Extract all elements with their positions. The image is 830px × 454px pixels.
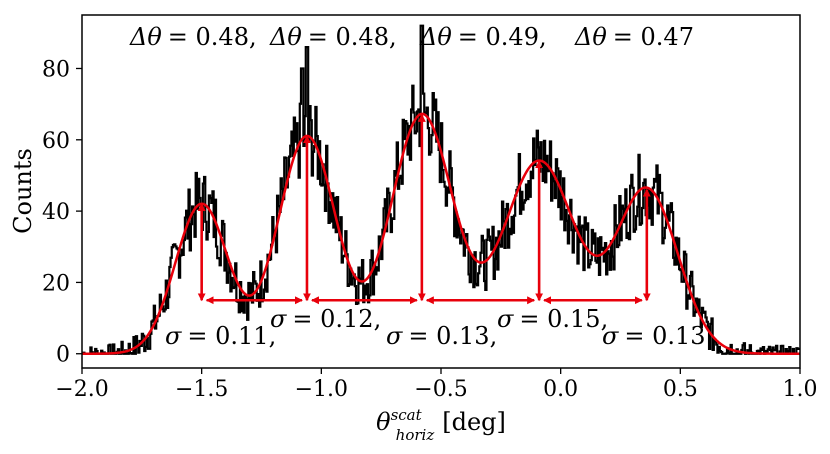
sigma-label-2: σ = 0.12,	[270, 305, 381, 333]
data-layer	[82, 24, 800, 355]
sigma-label-1: σ = 0.11,	[165, 322, 276, 350]
y-tick-label: 80	[42, 57, 70, 82]
y-tick-label: 20	[42, 271, 70, 296]
delta-label-3: Δθ = 0.49,	[419, 23, 547, 51]
y-tick-label: 40	[42, 200, 70, 225]
y-axis-label: Counts	[9, 148, 37, 234]
x-tick-label: −1.0	[295, 377, 348, 402]
y-tick-label: 60	[42, 129, 70, 154]
delta-label-4: Δθ = 0.47	[574, 23, 694, 51]
sigma-label-5: σ = 0.13	[602, 322, 706, 350]
x-tick-label: −1.5	[175, 377, 228, 402]
x-tick-label: −2.0	[55, 377, 108, 402]
histogram-series	[82, 24, 800, 355]
sigma-label-4: σ = 0.15,	[497, 305, 608, 333]
x-tick-label: 0.0	[543, 377, 578, 402]
sigma-label-3: σ = 0.13,	[386, 322, 497, 350]
x-tick-label: 1.0	[783, 377, 818, 402]
x-tick-label: −0.5	[414, 377, 467, 402]
x-tick-label: 0.5	[663, 377, 698, 402]
annotation-arrows	[197, 113, 651, 305]
delta-label-2: Δθ = 0.48,	[269, 23, 397, 51]
x-axis-label: θscat horiz [deg]	[376, 406, 506, 444]
axis-ticks: −2.0 −1.5 −1.0 −0.5 0.0 0.5 1.0 0 20 40 60 80	[42, 57, 818, 402]
delta-label-1: Δθ = 0.48,	[129, 23, 257, 51]
y-tick-label: 0	[56, 343, 70, 368]
